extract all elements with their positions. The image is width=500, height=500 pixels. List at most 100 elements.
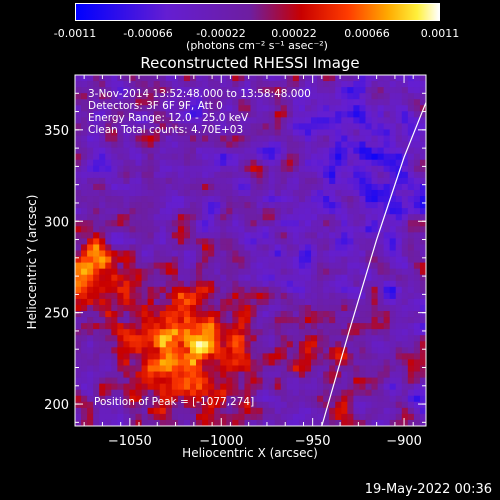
heatmap-cell (165, 196, 173, 203)
heatmap-cell (407, 371, 415, 378)
heatmap-cell (196, 389, 203, 397)
heatmap-cell (389, 238, 397, 245)
heatmap-cell (117, 214, 124, 221)
heatmap-cell (353, 208, 360, 215)
heatmap-cell (304, 214, 312, 221)
heatmap-cell (81, 111, 88, 118)
heatmap-cell (341, 323, 348, 330)
heatmap-cell (226, 256, 233, 263)
heatmap-cell (117, 141, 124, 149)
heatmap-cell (419, 419, 427, 427)
heatmap-cell (389, 377, 397, 385)
heatmap-cell (371, 311, 378, 318)
heatmap-cell (311, 214, 318, 221)
heatmap-cell (202, 135, 209, 142)
heatmap-cell (196, 123, 203, 130)
heatmap-cell (268, 317, 276, 324)
heatmap-cell (81, 99, 88, 106)
heatmap-cell (329, 401, 336, 409)
heatmap-cell (323, 171, 330, 179)
heatmap-cell (196, 292, 203, 300)
heatmap-cell (159, 238, 167, 245)
heatmap-cell (262, 196, 270, 203)
heatmap-cell (359, 196, 366, 203)
heatmap-cell (226, 165, 233, 173)
heatmap-cell (329, 244, 336, 251)
heatmap-cell (329, 256, 336, 263)
heatmap-cell (183, 123, 191, 130)
heatmap-cell (208, 177, 215, 185)
heatmap-cell (274, 407, 282, 415)
heatmap-cell (117, 123, 124, 130)
heatmap-cell (353, 202, 360, 209)
heatmap-cell (353, 226, 360, 233)
heatmap-cell (117, 298, 124, 306)
heatmap-cell (141, 177, 149, 185)
heatmap-cell (329, 304, 336, 312)
heatmap-cell (311, 238, 318, 245)
heatmap-cell (232, 304, 239, 312)
heatmap-cell (419, 329, 427, 336)
heatmap-cell (419, 244, 427, 251)
heatmap-cell (123, 244, 130, 251)
heatmap-cell (214, 317, 221, 324)
heatmap-cell (208, 401, 215, 409)
heatmap-cell (256, 220, 263, 227)
heatmap-cell (323, 395, 330, 403)
heatmap-cell (208, 383, 215, 391)
heatmap-cell (75, 105, 82, 112)
heatmap-cell (117, 135, 124, 142)
heatmap-cell (81, 93, 88, 100)
heatmap-cell (250, 413, 257, 421)
heatmap-cell (238, 413, 245, 421)
heatmap-cell (377, 365, 385, 372)
heatmap-cell (377, 189, 385, 197)
heatmap-cell (292, 244, 300, 251)
heatmap-cell (407, 304, 415, 312)
heatmap-cell (317, 226, 324, 233)
heatmap-cell (335, 274, 342, 282)
heatmap-cell (377, 208, 385, 215)
heatmap-cell (413, 347, 421, 354)
heatmap-cell (401, 208, 409, 215)
heatmap-cell (377, 117, 385, 124)
heatmap-cell (232, 323, 239, 330)
heatmap-cell (165, 165, 173, 173)
heatmap-cell (202, 407, 209, 415)
heatmap-cell (413, 123, 421, 130)
heatmap-cell (202, 311, 209, 318)
heatmap-cell (105, 171, 112, 179)
heatmap-cell (93, 286, 100, 294)
heatmap-cell (208, 123, 215, 130)
heatmap-cell (292, 220, 300, 227)
heatmap-cell (117, 183, 124, 191)
heatmap-cell (413, 262, 421, 270)
heatmap-cell (365, 413, 372, 421)
heatmap-cell (401, 262, 409, 270)
heatmap-cell (377, 323, 385, 330)
heatmap-cell (93, 196, 100, 203)
heatmap-cell (401, 365, 409, 372)
heatmap-cell (75, 147, 82, 155)
heatmap-cell (244, 413, 251, 421)
heatmap-cell (371, 129, 378, 136)
heatmap-cell (171, 153, 179, 161)
heatmap-cell (274, 286, 282, 294)
heatmap-cell (183, 292, 191, 300)
heatmap-cell (171, 359, 179, 366)
heatmap-cell (395, 183, 403, 191)
heatmap-cell (75, 189, 82, 197)
heatmap-cell (153, 202, 161, 209)
heatmap-cell (81, 220, 88, 227)
heatmap-cell (262, 117, 270, 124)
heatmap-cell (75, 135, 82, 142)
heatmap-cell (189, 401, 197, 409)
heatmap-cell (335, 413, 342, 421)
heatmap-cell (341, 141, 348, 149)
heatmap-cell (238, 189, 245, 197)
heatmap-cell (165, 395, 173, 403)
heatmap-cell (359, 250, 366, 257)
heatmap-cell (347, 208, 354, 215)
heatmap-cell (280, 286, 288, 294)
heatmap-cell (383, 226, 391, 233)
